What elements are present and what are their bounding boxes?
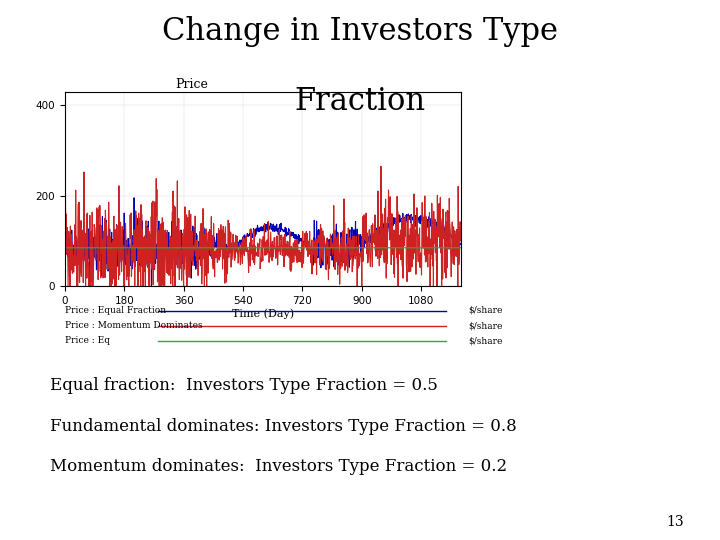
Text: Momentum dominates:  Investors Type Fraction = 0.2: Momentum dominates: Investors Type Fract… [50, 458, 508, 475]
Text: $/share: $/share [468, 336, 503, 345]
Text: Fundamental dominates: Investors Type Fraction = 0.8: Fundamental dominates: Investors Type Fr… [50, 418, 517, 435]
Text: $/share: $/share [468, 306, 503, 315]
Text: Price : Equal Fraction: Price : Equal Fraction [65, 306, 166, 315]
Text: Price: Price [176, 78, 209, 91]
Text: Change in Investors Type: Change in Investors Type [162, 16, 558, 47]
Text: Price : Momentum Dominates: Price : Momentum Dominates [65, 321, 202, 330]
Text: Equal fraction:  Investors Type Fraction = 0.5: Equal fraction: Investors Type Fraction … [50, 377, 438, 394]
Text: Price : Eq: Price : Eq [65, 336, 109, 345]
Text: Fraction: Fraction [294, 86, 426, 117]
Text: 13: 13 [667, 515, 684, 529]
X-axis label: Time (Day): Time (Day) [232, 309, 294, 319]
Text: $/share: $/share [468, 321, 503, 330]
